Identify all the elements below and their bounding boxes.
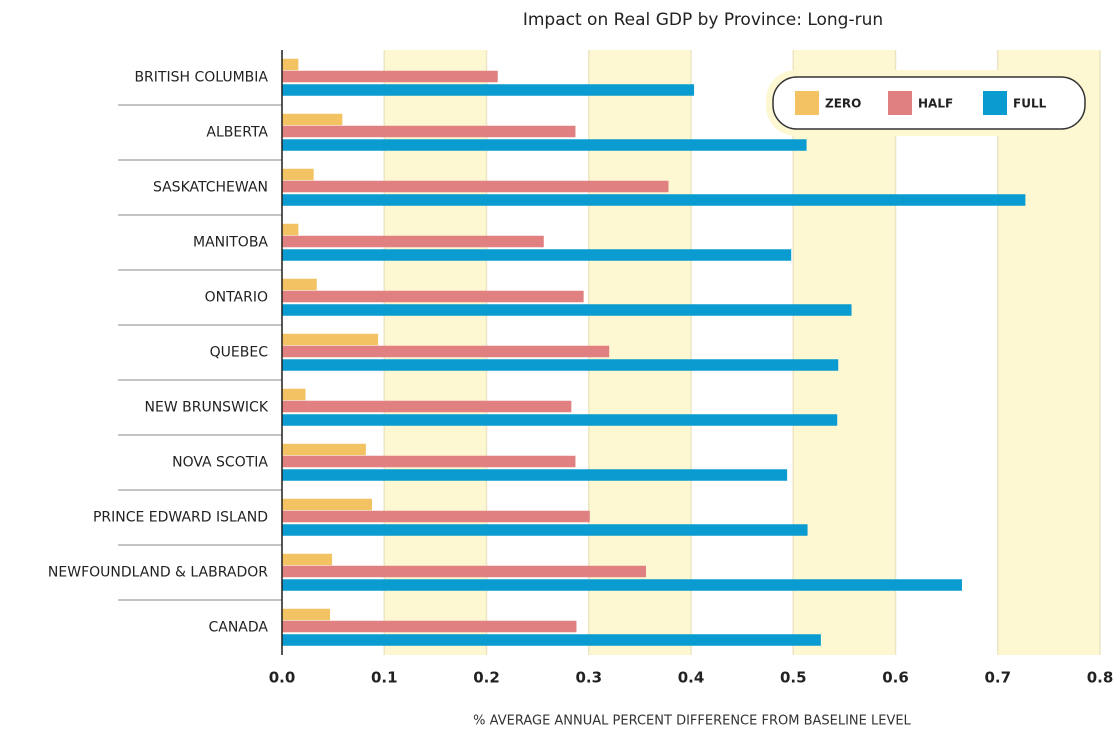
y-tick-label: NOVA SCOTIA <box>172 455 268 471</box>
x-tick-label: 0.1 <box>371 669 398 687</box>
bar <box>282 194 1026 206</box>
y-tick-label: BRITISH COLUMBIA <box>134 70 268 86</box>
y-tick-label: ALBERTA <box>206 125 268 141</box>
y-tick-label: MANITOBA <box>193 235 268 251</box>
bar <box>282 58 299 71</box>
x-tick-label: 0.8 <box>1087 669 1114 687</box>
x-tick-label: 0.3 <box>575 669 602 687</box>
y-tick-label: SASKATCHEWAN <box>153 180 268 196</box>
y-tick-label: NEW BRUNSWICK <box>145 400 269 416</box>
legend-swatch <box>888 91 912 115</box>
bar <box>282 223 299 236</box>
bar <box>282 304 852 316</box>
bar <box>282 608 331 621</box>
y-tick-label: NEWFOUNDLAND & LABRADOR <box>48 565 268 581</box>
bar <box>282 579 962 591</box>
band <box>997 50 1100 655</box>
bar <box>282 634 821 646</box>
bar <box>282 180 669 193</box>
bar <box>282 84 695 96</box>
x-tick-label: 0.2 <box>473 669 500 687</box>
x-tick-label: 0.7 <box>984 669 1011 687</box>
y-tick-label: QUEBEC <box>210 345 269 361</box>
bar <box>282 333 379 346</box>
chart-title: Impact on Real GDP by Province: Long-run <box>523 10 883 30</box>
y-tick-label: PRINCE EDWARD ISLAND <box>93 510 268 526</box>
legend-label: FULL <box>1013 97 1047 111</box>
legend-swatch <box>795 91 819 115</box>
x-axis-label: % AVERAGE ANNUAL PERCENT DIFFERENCE FROM… <box>473 714 911 729</box>
legend-swatch <box>983 91 1007 115</box>
bar <box>282 345 610 358</box>
bar <box>282 498 372 511</box>
bar <box>282 400 572 413</box>
bar <box>282 565 647 578</box>
bar <box>282 443 366 456</box>
bar <box>282 388 306 401</box>
x-tick-label: 0.6 <box>882 669 909 687</box>
bar <box>282 249 792 261</box>
bar <box>282 125 576 138</box>
band <box>793 50 896 655</box>
bar <box>282 139 807 151</box>
legend-box <box>772 76 1086 130</box>
bar <box>282 455 576 468</box>
bar <box>282 113 343 126</box>
x-tick-label: 0.0 <box>269 669 296 687</box>
bar <box>282 168 314 181</box>
x-tick-label: 0.4 <box>678 669 705 687</box>
legend-label: ZERO <box>825 97 861 111</box>
y-tick-label: CANADA <box>208 620 268 636</box>
bar <box>282 290 584 303</box>
y-tick-label: ONTARIO <box>205 290 268 306</box>
bar <box>282 414 838 426</box>
bar <box>282 553 333 566</box>
bar <box>282 278 317 291</box>
bar <box>282 359 839 371</box>
bar <box>282 469 788 481</box>
x-tick-label: 0.5 <box>780 669 807 687</box>
bar <box>282 524 808 536</box>
bar <box>282 70 498 83</box>
bar <box>282 620 577 633</box>
bar <box>282 510 590 523</box>
legend: ZERO HALF FULL <box>766 70 1092 136</box>
legend-label: HALF <box>918 97 953 111</box>
bar <box>282 235 544 248</box>
